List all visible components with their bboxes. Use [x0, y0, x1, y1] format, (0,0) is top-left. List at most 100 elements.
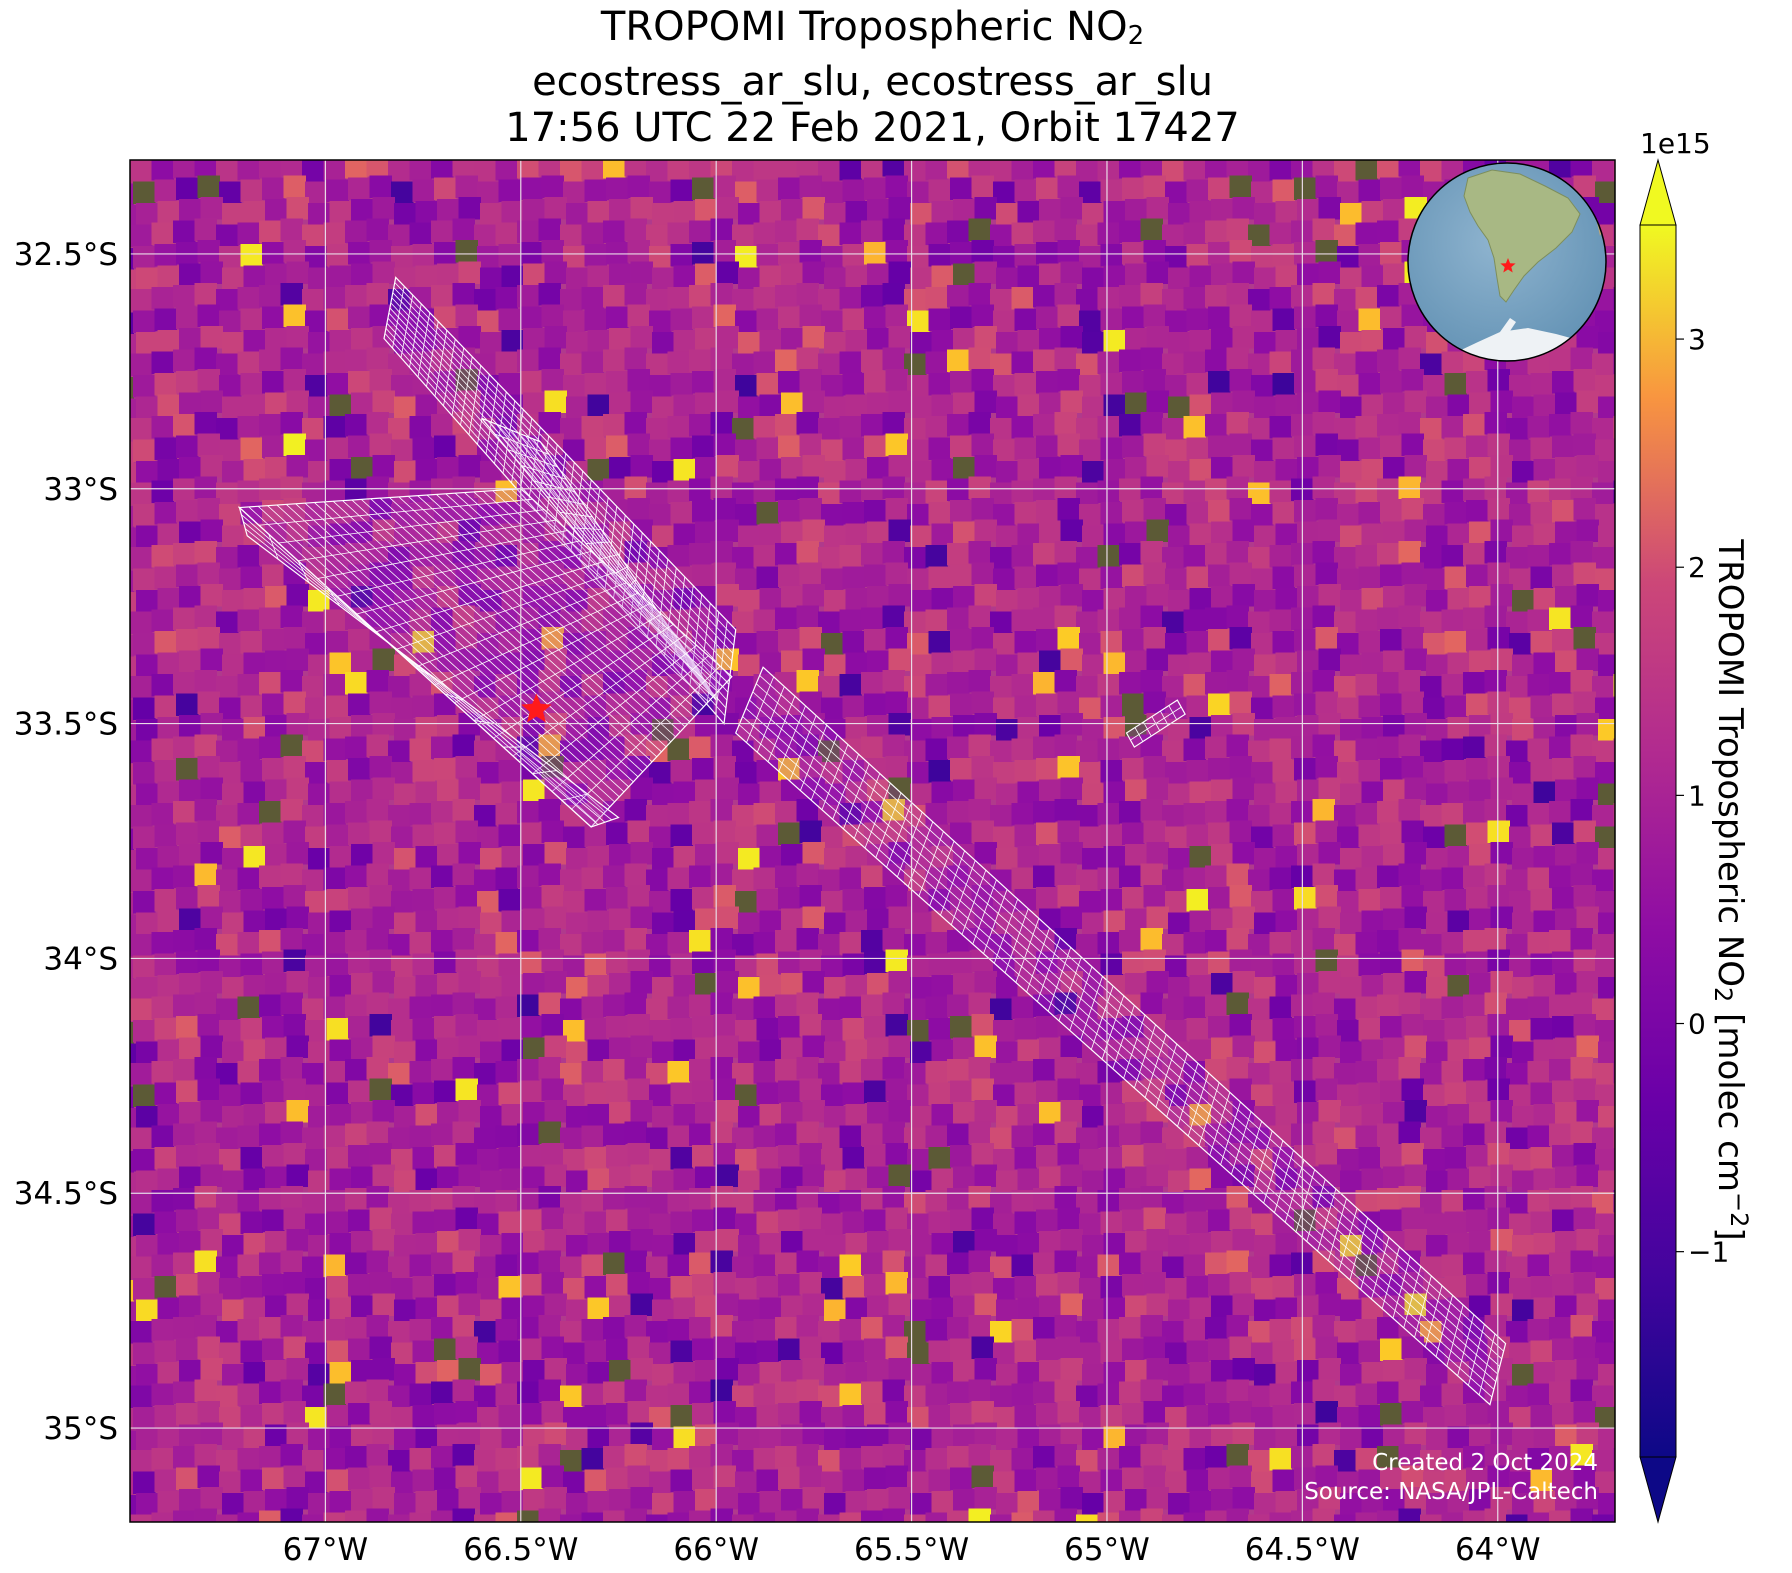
no2-pixel: [1570, 476, 1593, 499]
no2-pixel: [1401, 304, 1424, 327]
no2-pixel: [480, 1235, 503, 1258]
no2-pixel: [136, 848, 159, 871]
no2-pixel: [1226, 670, 1249, 693]
no2-pixel: [950, 1274, 973, 1297]
no2-pixel: [1533, 717, 1556, 740]
no2-pixel: [517, 1317, 540, 1340]
no2-pixel: [581, 674, 604, 697]
no2-pixel: [1503, 160, 1526, 161]
no2-pixel: [947, 994, 970, 1017]
no2-pixel: [630, 519, 653, 542]
no2-pixel: [176, 693, 199, 716]
no2-pixel: [646, 869, 669, 892]
no2-pixel: [1275, 523, 1298, 546]
no2-pixel: [1423, 697, 1446, 720]
no2-pixel: [348, 435, 371, 458]
no2-pixel: [173, 414, 196, 437]
no2-pixel: [689, 1317, 712, 1340]
no2-pixel: [799, 691, 822, 714]
no2-pixel: [1613, 738, 1615, 761]
no2-pixel: [1484, 1315, 1507, 1338]
no2-pixel: [1017, 1426, 1040, 1449]
no2-pixel: [308, 719, 331, 742]
no2-pixel: [1570, 1121, 1593, 1144]
no2-pixel: [1162, 1514, 1185, 1522]
no2-pixel: [1275, 781, 1298, 804]
no2-pixel: [710, 1315, 733, 1338]
no2-pixel: [1592, 934, 1615, 957]
no2-pixel: [1039, 1102, 1062, 1125]
no2-pixel: [1355, 160, 1378, 181]
no2-pixel: [1340, 525, 1363, 548]
no2-pixel: [1337, 955, 1360, 978]
no2-pixel: [1506, 740, 1529, 763]
no2-pixel: [520, 1467, 543, 1490]
no2-pixel: [412, 1147, 435, 1170]
no2-pixel: [1232, 390, 1255, 413]
no2-pixel: [1533, 1233, 1556, 1256]
no2-pixel: [867, 263, 890, 286]
no2-pixel: [431, 865, 454, 888]
no2-pixel: [130, 613, 131, 636]
no2-pixel: [372, 906, 395, 929]
no2-pixel: [1527, 1061, 1550, 1084]
no2-pixel: [520, 1403, 543, 1426]
no2-pixel: [1533, 975, 1556, 998]
no2-pixel: [1595, 762, 1615, 785]
no2-pixel: [474, 1514, 497, 1522]
no2-pixel: [1509, 697, 1532, 720]
no2-pixel: [1595, 375, 1615, 398]
no2-pixel: [1617, 1212, 1640, 1235]
no2-pixel: [1011, 1319, 1034, 1342]
no2-pixel: [130, 869, 153, 892]
no2-pixel: [1017, 1039, 1040, 1062]
no2-pixel: [173, 1059, 196, 1082]
no2-pixel: [665, 137, 688, 160]
no2-pixel: [882, 476, 905, 499]
no2-pixel: [409, 480, 432, 503]
no2-pixel: [990, 1192, 1013, 1215]
no2-pixel: [1122, 951, 1145, 974]
no2-pixel: [1552, 1403, 1575, 1426]
no2-pixel: [606, 1467, 629, 1490]
no2-pixel: [176, 371, 199, 394]
no2-pixel: [845, 1491, 868, 1514]
no2-pixel: [1183, 545, 1206, 568]
no2-pixel: [194, 1315, 217, 1338]
no2-pixel: [1297, 1295, 1320, 1318]
no2-pixel: [1119, 285, 1142, 308]
no2-pixel: [262, 1532, 285, 1555]
no2-pixel: [1205, 160, 1228, 179]
no2-pixel: [1011, 996, 1034, 1019]
no2-pixel: [689, 1252, 712, 1275]
no2-pixel: [1469, 1037, 1492, 1060]
no2-pixel: [323, 738, 346, 761]
no2-pixel: [1334, 547, 1357, 570]
no2-pixel: [1039, 1424, 1062, 1447]
no2-pixel: [259, 349, 282, 372]
no2-pixel: [1613, 1383, 1615, 1406]
no2-pixel: [928, 308, 951, 331]
no2-pixel: [1254, 1170, 1277, 1193]
no2-pixel: [130, 1301, 137, 1324]
no2-pixel: [219, 891, 242, 914]
no2-pixel: [1017, 523, 1040, 546]
no2-pixel: [627, 175, 650, 198]
no2-pixel: [606, 306, 629, 329]
no2-pixel: [265, 586, 288, 609]
no2-pixel: [1613, 996, 1615, 1019]
no2-pixel: [1533, 1104, 1556, 1127]
no2-pixel: [775, 1446, 798, 1469]
no2-pixel: [348, 177, 371, 200]
no2-pixel: [1097, 1190, 1120, 1213]
no2-pixel: [1315, 1401, 1338, 1424]
no2-pixel: [1361, 265, 1384, 288]
no2-pixel: [925, 932, 948, 955]
no2-pixel: [176, 500, 199, 523]
no2-pixel: [415, 975, 438, 998]
no2-pixel: [345, 478, 368, 501]
no2-pixel: [369, 433, 392, 456]
no2-pixel: [1377, 1381, 1400, 1404]
no2-pixel: [243, 910, 266, 933]
no2-pixel: [560, 1514, 583, 1522]
